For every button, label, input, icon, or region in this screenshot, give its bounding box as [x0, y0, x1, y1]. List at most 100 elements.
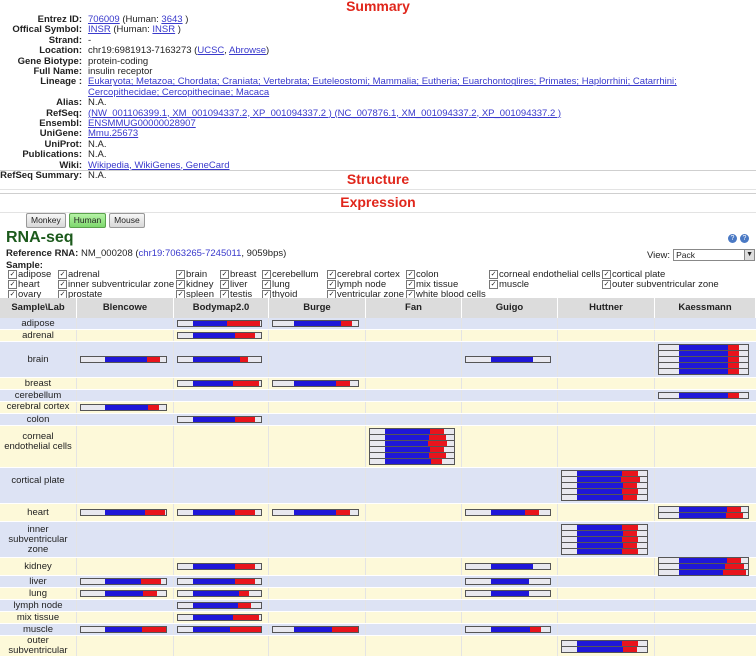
monkey-button[interactable]: Monkey	[26, 213, 66, 228]
column-divider	[557, 612, 558, 623]
sample-checkbox-adrenal[interactable]: ✓ adrenal	[58, 270, 100, 280]
help-icon[interactable]: ?	[728, 234, 737, 243]
sample-checkbox-liver[interactable]: ✓ liver	[220, 280, 247, 290]
expression-bar[interactable]	[80, 590, 167, 597]
sample-checkbox-heart[interactable]: ✓ heart	[8, 280, 40, 290]
sample-checkbox-cerebral-cortex[interactable]: ✓ cerebral cortex	[327, 270, 400, 280]
expression-bar[interactable]	[177, 380, 262, 387]
expression-bar[interactable]	[658, 512, 749, 519]
summary-row: Full Name: insulin receptor	[0, 66, 756, 78]
expression-bar[interactable]	[177, 614, 262, 621]
summary-link[interactable]: Abrowse	[229, 45, 266, 57]
sample-checkbox-breast[interactable]: ✓ breast	[220, 270, 256, 280]
bar-red-segment	[430, 429, 444, 434]
expression-bar[interactable]	[80, 404, 167, 411]
sample-label-text: heart	[18, 279, 40, 291]
summary-link[interactable]: INSR	[152, 24, 176, 36]
sample-checkbox-kidney[interactable]: ✓ kidney	[176, 280, 213, 290]
sample-checkbox-brain[interactable]: ✓ brain	[176, 270, 207, 280]
expression-bar[interactable]	[272, 626, 359, 633]
summary-link[interactable]: UCSC	[197, 45, 225, 57]
expression-bar[interactable]	[658, 392, 749, 399]
expression-bar[interactable]	[658, 368, 749, 375]
expression-bar[interactable]	[465, 578, 551, 585]
checkbox-checked-icon: ✓	[602, 280, 611, 289]
expression-bar[interactable]	[80, 356, 167, 363]
expression-bar[interactable]	[80, 509, 167, 516]
summary-link[interactable]: Eukaryota; Metazoa; Chordata; Craniata; …	[88, 76, 677, 98]
expression-bar[interactable]	[177, 356, 262, 363]
view-select[interactable]: Pack ▼	[673, 249, 756, 261]
expression-bar[interactable]	[177, 332, 262, 339]
settings-icon[interactable]: ?	[740, 234, 749, 243]
sample-label-text: corneal endothelial cells	[499, 269, 601, 281]
sample-checkbox-colon[interactable]: ✓ colon	[406, 270, 439, 280]
bar-red-segment	[727, 345, 740, 350]
summary-key: Full Name:	[33, 66, 82, 78]
expression-bar[interactable]	[561, 645, 648, 653]
expression-bar[interactable]	[177, 578, 262, 585]
sample-checkbox-lung[interactable]: ✓ lung	[262, 280, 290, 290]
column-divider	[268, 588, 269, 599]
expression-bar[interactable]	[177, 602, 262, 609]
expression-bar[interactable]	[177, 416, 262, 423]
summary-link[interactable]: Wikipedia, WikiGenes, GeneCard	[88, 159, 230, 171]
sample-checkbox-lymph-node[interactable]: ✓ lymph node	[327, 280, 386, 290]
bar-red-segment	[235, 564, 256, 569]
expression-bar[interactable]	[177, 509, 262, 516]
column-divider	[268, 402, 269, 413]
expression-title[interactable]: Expression	[340, 194, 416, 210]
summary-value: -	[88, 35, 756, 46]
expression-bar[interactable]	[177, 590, 262, 597]
column-divider	[365, 624, 366, 635]
expression-bar[interactable]	[465, 356, 551, 363]
expression-bar[interactable]	[177, 320, 262, 327]
column-divider	[268, 636, 269, 656]
column-divider	[365, 378, 366, 389]
expression-bar[interactable]	[272, 509, 359, 516]
expression-bar[interactable]	[465, 590, 551, 597]
sample-checkbox-muscle[interactable]: ✓ muscle	[489, 280, 529, 290]
summary-text: protein-coding	[88, 55, 149, 67]
human-button[interactable]: Human	[68, 213, 107, 228]
reference-coords-link[interactable]: chr19:7063265-7245011	[138, 248, 242, 259]
bar-red-segment	[622, 525, 639, 530]
bar-red-segment	[235, 579, 256, 584]
summary-link[interactable]: 3643	[161, 14, 183, 25]
sample-checkbox-mix-tissue[interactable]: ✓ mix tissue	[406, 280, 458, 290]
sample-checkbox-adipose[interactable]: ✓ adipose	[8, 270, 51, 280]
sample-checkbox-cortical-plate[interactable]: ✓ cortical plate	[602, 270, 665, 280]
expression-bar[interactable]	[80, 626, 167, 633]
column-divider	[461, 600, 462, 611]
expression-bar[interactable]	[465, 563, 551, 570]
summary-link[interactable]: (NW_001106399.1, XM_001094337.2, XP_0010…	[88, 107, 562, 119]
expression-bar[interactable]	[465, 509, 551, 516]
summary-link[interactable]: INSR	[88, 24, 111, 36]
sample-checkbox-outer-subventricular-zone[interactable]: ✓ outer subventricular zone	[602, 280, 719, 290]
column-divider	[76, 624, 77, 635]
expression-bar[interactable]	[369, 458, 455, 465]
column-divider	[654, 624, 655, 635]
summary-link[interactable]: Mmu.25673	[88, 128, 139, 140]
expression-bar[interactable]	[177, 563, 262, 570]
expression-bar[interactable]	[561, 548, 648, 555]
expression-bar[interactable]	[80, 578, 167, 585]
expression-bar[interactable]	[177, 626, 262, 633]
column-divider	[268, 330, 269, 341]
expression-bar[interactable]	[561, 494, 648, 501]
sample-checkbox-corneal-endothelial-cells[interactable]: ✓ corneal endothelial cells	[489, 270, 600, 280]
expression-bar[interactable]	[272, 380, 359, 387]
expression-bar[interactable]	[465, 626, 551, 633]
bar-blue-segment	[678, 564, 725, 569]
summary-link[interactable]: ENSMMUG00000028907	[88, 118, 196, 130]
sample-checkbox-inner-subventricular-zone[interactable]: ✓ inner subventricular zone	[58, 280, 174, 290]
sample-checkbox-cerebellum[interactable]: ✓ cerebellum	[262, 270, 318, 280]
column-divider	[557, 426, 558, 467]
column-divider	[173, 402, 174, 413]
summary-link[interactable]: 706009	[88, 14, 120, 25]
structure-title[interactable]: Structure	[346, 171, 410, 187]
expression-bar[interactable]	[272, 320, 359, 327]
mouse-button[interactable]: Mouse	[109, 213, 145, 228]
summary-row: Ensembl: ENSMMUG00000028907	[0, 118, 756, 130]
expression-bar[interactable]	[658, 569, 749, 576]
